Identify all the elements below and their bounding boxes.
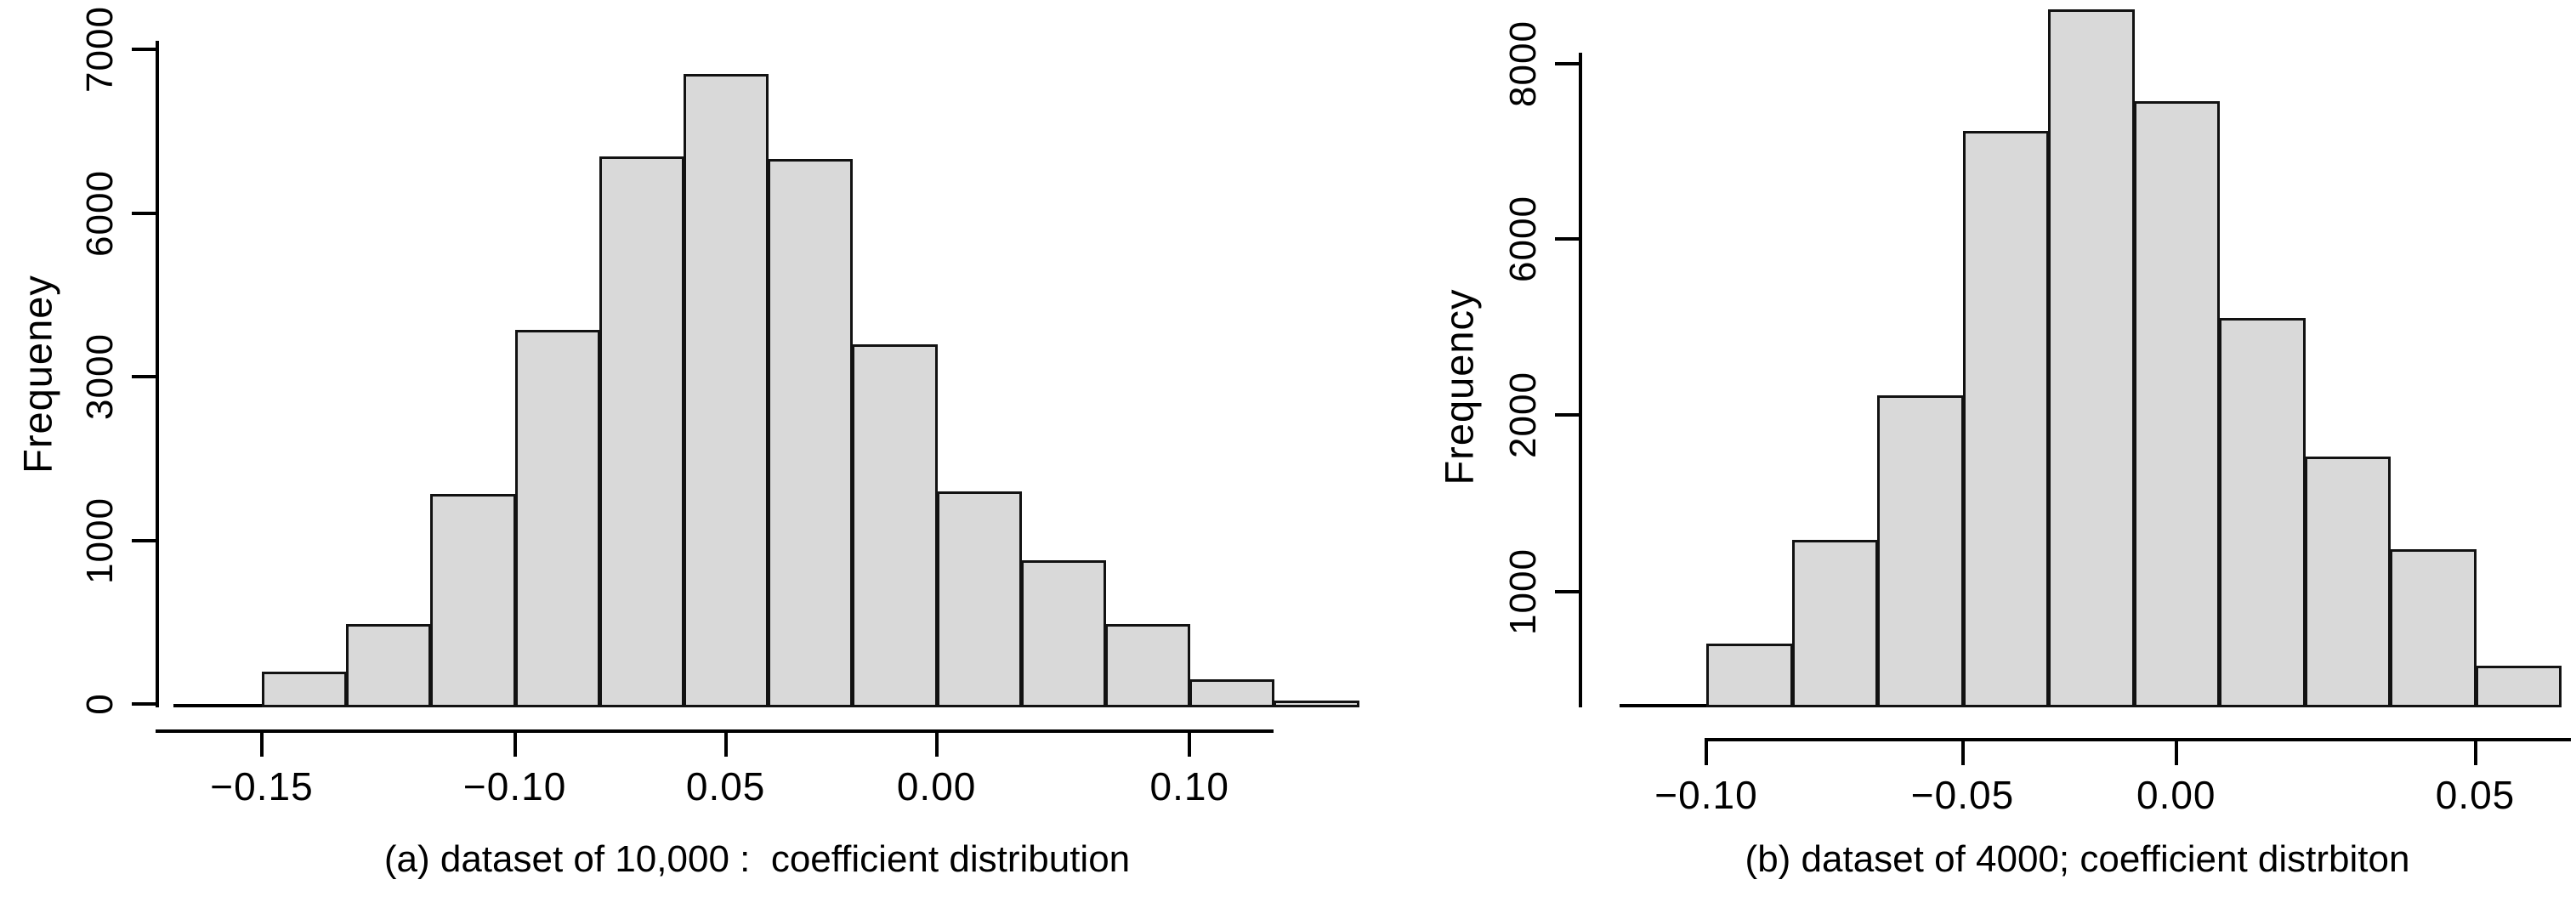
histogram-bar — [2475, 666, 2562, 707]
histogram-bar — [2219, 318, 2306, 707]
x-tick-label: −0.10 — [1654, 773, 1758, 817]
y-tick-label: 2000 — [1502, 371, 1544, 458]
histogram-bar — [430, 493, 516, 707]
y-tick-mark — [132, 48, 156, 51]
histogram-bar — [262, 672, 348, 707]
caption-a: (a) dataset of 10,000 : coefficient dist… — [383, 838, 1131, 880]
x-tick-mark — [260, 729, 264, 757]
y-tick-mark — [132, 538, 156, 542]
y-tick-label: 0 — [79, 693, 121, 715]
x-tick-label: 0.10 — [1149, 764, 1230, 809]
x-tick-mark — [723, 729, 728, 757]
x-tick-mark — [513, 729, 517, 757]
x-tick-label: 0.00 — [896, 764, 977, 809]
y-axis-title-a: Frequeney — [14, 275, 60, 474]
histogram-bar — [1962, 130, 2049, 707]
y-tick-label: 7000 — [79, 6, 121, 93]
histogram-bar — [1020, 559, 1106, 707]
x-axis-line — [1706, 738, 2571, 741]
x-tick-mark — [1705, 738, 1708, 765]
y-tick-mark — [132, 211, 156, 215]
x-tick-mark — [1188, 729, 1192, 757]
histogram-bar — [514, 330, 600, 707]
x-tick-label: −0.15 — [210, 764, 314, 809]
x-tick-label: −0.10 — [462, 764, 567, 809]
y-axis-line — [156, 41, 159, 707]
caption-b: (b) dataset of 4000; coefficient distrbi… — [1745, 838, 2410, 880]
histogram-bar — [936, 491, 1022, 707]
x-tick-mark — [1960, 738, 1965, 765]
y-tick-label: 6000 — [79, 169, 121, 257]
y-axis-line — [1579, 53, 1582, 707]
x-tick-mark — [2174, 738, 2178, 765]
histogram-bar — [2133, 100, 2220, 707]
histogram-bar — [1706, 644, 1793, 707]
histogram-bar — [1274, 701, 1359, 707]
y-tick-mark — [1555, 62, 1579, 65]
x-tick-mark — [2473, 738, 2477, 765]
x-axis-line — [156, 729, 1274, 733]
histogram-bar — [768, 158, 854, 707]
histogram-bar — [2048, 9, 2135, 707]
histogram-bar — [852, 344, 938, 707]
histogram-bar — [1877, 395, 1964, 707]
y-tick-label: 1000 — [79, 497, 121, 584]
y-tick-mark — [1555, 590, 1579, 594]
y-tick-mark — [1555, 237, 1579, 241]
histogram-bar — [2304, 456, 2391, 707]
histogram-bar — [599, 156, 684, 707]
y-tick-mark — [1555, 412, 1579, 417]
histogram-bar — [1791, 539, 1878, 707]
y-tick-mark — [132, 375, 156, 378]
x-tick-label: −0.05 — [1910, 773, 2015, 817]
y-tick-mark — [132, 702, 156, 706]
histogram-bar — [684, 74, 769, 707]
y-tick-label: 6000 — [1502, 196, 1544, 283]
x-tick-label: 0.05 — [685, 764, 766, 809]
x-tick-label: 0.00 — [2136, 773, 2216, 817]
y-axis-title-b: Frequency — [1436, 288, 1482, 485]
y-tick-label: 8000 — [1502, 20, 1544, 107]
y-tick-label: 3000 — [79, 333, 121, 420]
histogram-bar — [1105, 624, 1191, 707]
histogram-bar — [2390, 549, 2477, 707]
histogram-bar — [1189, 678, 1275, 707]
y-tick-label: 1000 — [1502, 548, 1544, 636]
x-tick-mark — [934, 729, 939, 757]
x-tick-label: 0.05 — [2435, 773, 2516, 817]
histogram-bar — [346, 624, 432, 707]
